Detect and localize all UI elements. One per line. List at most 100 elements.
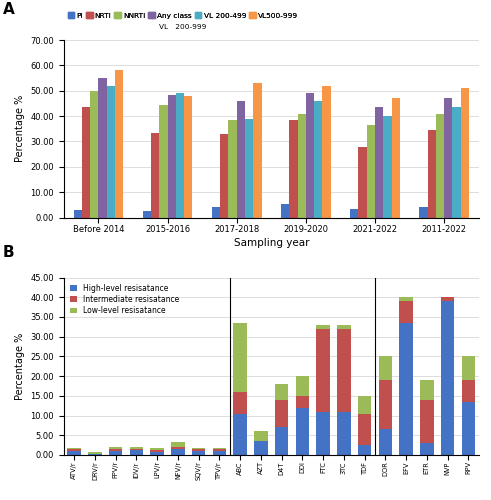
Bar [115, 70, 123, 218]
Bar [379, 380, 392, 430]
Bar [233, 392, 247, 413]
Bar [150, 452, 164, 455]
Bar [375, 107, 383, 218]
Bar [254, 441, 268, 455]
Bar [254, 432, 268, 441]
Bar [314, 101, 323, 218]
Bar [428, 130, 436, 218]
Bar [107, 86, 115, 218]
Bar [296, 408, 309, 455]
Bar [358, 396, 371, 413]
Bar [184, 96, 192, 218]
Bar [109, 451, 122, 455]
Bar [67, 451, 81, 455]
Bar [233, 323, 247, 392]
Bar [316, 329, 330, 411]
Bar [67, 448, 81, 450]
Bar [281, 204, 289, 218]
Bar [82, 107, 90, 218]
Bar [296, 396, 309, 407]
Bar [98, 78, 107, 218]
Bar [213, 450, 226, 451]
Bar [306, 94, 314, 218]
Bar [159, 104, 167, 218]
Bar [337, 412, 351, 455]
Bar [462, 402, 475, 455]
Bar [212, 208, 220, 218]
Bar [436, 114, 444, 218]
Bar [399, 323, 413, 455]
Bar [441, 297, 454, 301]
Bar [130, 446, 143, 448]
Bar [452, 107, 461, 218]
Text: VL   200-999: VL 200-999 [159, 24, 207, 30]
Bar [88, 454, 102, 455]
Bar [392, 98, 400, 218]
Bar [237, 101, 245, 218]
Bar [379, 356, 392, 380]
Bar [150, 450, 164, 452]
Bar [461, 88, 469, 218]
Bar [275, 400, 288, 427]
X-axis label: Sampling year: Sampling year [234, 238, 309, 248]
Bar [462, 356, 475, 380]
Bar [358, 146, 367, 218]
Bar [253, 83, 262, 218]
Bar [150, 448, 164, 450]
Bar [245, 118, 253, 218]
Bar [192, 448, 205, 450]
Bar [316, 412, 330, 455]
Bar [337, 325, 351, 329]
Bar [192, 451, 205, 455]
Bar [171, 447, 185, 449]
Bar [316, 325, 330, 329]
Bar [228, 120, 237, 218]
Bar [419, 208, 428, 218]
Bar [350, 208, 358, 218]
Bar [337, 329, 351, 411]
Bar [379, 430, 392, 455]
Bar [444, 98, 452, 218]
Bar [88, 452, 102, 454]
Y-axis label: Percentage %: Percentage % [15, 332, 25, 400]
Bar [143, 211, 151, 218]
Bar [441, 301, 454, 455]
Text: A: A [2, 2, 14, 18]
Bar [275, 428, 288, 455]
Bar [383, 116, 392, 218]
Bar [171, 449, 185, 455]
Bar [358, 414, 371, 445]
Bar [367, 125, 375, 218]
Bar [130, 450, 143, 455]
Bar [167, 94, 176, 218]
Bar [74, 210, 82, 218]
Bar [130, 448, 143, 450]
Bar [275, 384, 288, 400]
Bar [171, 442, 185, 447]
Bar [420, 400, 434, 443]
Y-axis label: Percentage %: Percentage % [15, 95, 25, 162]
Bar [399, 297, 413, 301]
Bar [289, 120, 298, 218]
Bar [90, 90, 98, 218]
Bar [151, 132, 159, 218]
Bar [233, 414, 247, 455]
Bar [213, 448, 226, 450]
Legend: High-level resisatance, Intermediate resisatance, Low-level resisatance: High-level resisatance, Intermediate res… [68, 282, 182, 318]
Bar [462, 380, 475, 402]
Text: B: B [2, 245, 14, 260]
Bar [420, 443, 434, 455]
Bar [109, 446, 122, 448]
Legend: PI, NRTI, NNRTI, Any class, VL 200-499, VL500-999: PI, NRTI, NNRTI, Any class, VL 200-499, … [67, 12, 298, 18]
Bar [109, 448, 122, 451]
Bar [399, 301, 413, 323]
Bar [298, 114, 306, 218]
Bar [192, 450, 205, 451]
Bar [176, 94, 184, 218]
Bar [296, 376, 309, 396]
Bar [67, 450, 81, 451]
Bar [420, 380, 434, 400]
Bar [323, 86, 331, 218]
Bar [213, 451, 226, 455]
Bar [358, 445, 371, 455]
